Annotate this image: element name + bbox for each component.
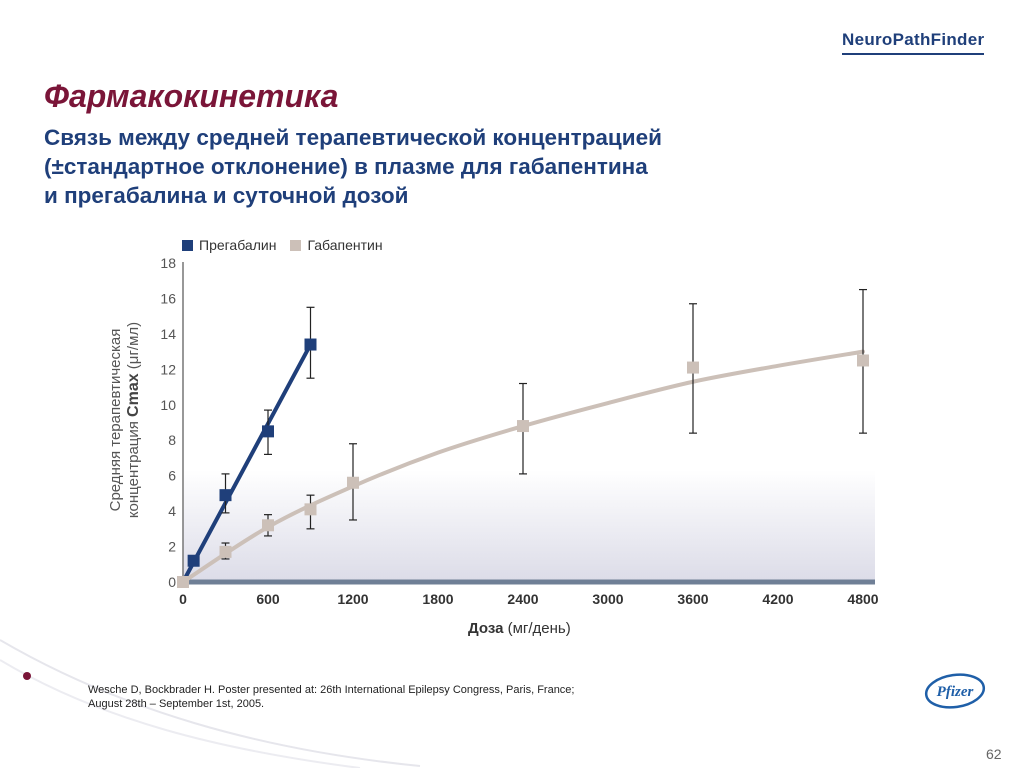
logo-text: NeuroPathFinder: [842, 30, 985, 49]
y-tick-label: 18: [160, 255, 176, 271]
y-tick-label: 16: [160, 290, 176, 306]
x-tick-label: 600: [256, 591, 280, 607]
y-axis-label-line1: Средняя терапевтическая: [107, 328, 124, 512]
y-tick-label: 6: [168, 468, 176, 484]
gabapentin-point: [177, 576, 189, 588]
legend-label-pregabalin: Прегабалин: [199, 237, 277, 253]
subtitle-line: (±стандартное отклонение) в плазме для г…: [44, 154, 648, 179]
pregabalin-point: [219, 489, 232, 502]
x-tick-label: 4800: [847, 591, 878, 607]
logo-underline: [842, 53, 985, 55]
x-tick-label: 0: [179, 591, 187, 607]
x-tick-label: 4200: [762, 591, 793, 607]
y-tick-label: 10: [160, 397, 176, 413]
slide-subtitle: Связь между средней терапевтической конц…: [44, 123, 844, 210]
y-tick-labels: 0 2 4 6 8 10 12 14 16 18: [160, 255, 176, 590]
decorative-dot: [23, 672, 31, 680]
reference-citation: Wesche D, Bockbrader H. Poster presented…: [88, 683, 574, 711]
page-number: 62: [986, 746, 1002, 762]
y-tick-label: 14: [160, 326, 176, 342]
pregabalin-point: [304, 338, 317, 351]
y-axis-label: Средняя терапевтическая концентрация Cma…: [107, 295, 143, 545]
x-tick-labels: 0 600 1200 1800 2400 3000 3600 4200 4800: [179, 591, 879, 607]
legend-item-pregabalin: Прегабалин: [182, 237, 276, 253]
x-tick-label: 3000: [592, 591, 623, 607]
x-tick-label: 2400: [507, 591, 538, 607]
x-axis-label: Доза (мг/день): [468, 620, 571, 637]
subtitle-line: и прегабалина и суточной дозой: [44, 183, 409, 208]
x-tick-label: 1200: [337, 591, 368, 607]
x-tick-label: 3600: [677, 591, 708, 607]
y-axis-label-unit: (μг/мл): [125, 321, 142, 370]
slide-title: Фармакокинетика: [44, 78, 339, 114]
legend-label-gabapentin: Габапентин: [307, 237, 383, 253]
gabapentin-point: [857, 354, 869, 367]
reference-line: Wesche D, Bockbrader H. Poster presented…: [88, 684, 575, 696]
gabapentin-point: [219, 545, 232, 558]
pfizer-logo-text: Pfizer: [937, 684, 974, 700]
x-axis-label-unit: (мг/день): [507, 620, 571, 637]
legend-swatch-gabapentin: [290, 239, 302, 251]
pregabalin-point: [187, 554, 200, 567]
gabapentin-point: [517, 420, 529, 433]
pregabalin-point: [262, 425, 274, 438]
y-axis-label-cmax: Cmax: [125, 373, 142, 417]
chart-legend: Прегабалин Габапентин: [182, 237, 397, 253]
pregabalin-fit-line: [181, 342, 313, 584]
neuropathfinder-logo: NeuroPathFinder: [842, 30, 985, 55]
y-tick-label: 12: [160, 361, 176, 377]
gabapentin-point: [347, 476, 359, 489]
y-tick-label: 2: [168, 539, 176, 555]
subtitle-line: Связь между средней терапевтической конц…: [44, 125, 662, 150]
y-tick-label: 4: [168, 503, 176, 519]
reference-line: August 28th – September 1st, 2005.: [88, 698, 265, 710]
x-axis-label-bold: Доза: [468, 620, 504, 637]
legend-swatch-pregabalin: [182, 239, 193, 251]
y-axis-label-line2: концентрация Cmax (μг/мл): [125, 295, 143, 545]
y-axis-label-prefix: концентрация: [125, 416, 142, 519]
pfizer-logo: Pfizer: [924, 673, 986, 709]
y-tick-label: 0: [168, 574, 176, 590]
gabapentin-point: [262, 519, 274, 532]
data-markers: [177, 338, 869, 588]
gabapentin-point: [687, 361, 699, 374]
x-tick-label: 1800: [422, 591, 453, 607]
decorative-swoosh: [0, 639, 421, 768]
plot-background: [183, 470, 875, 581]
y-tick-label: 8: [168, 432, 176, 448]
gabapentin-point: [304, 503, 317, 516]
legend-item-gabapentin: Габапентин: [290, 237, 383, 253]
